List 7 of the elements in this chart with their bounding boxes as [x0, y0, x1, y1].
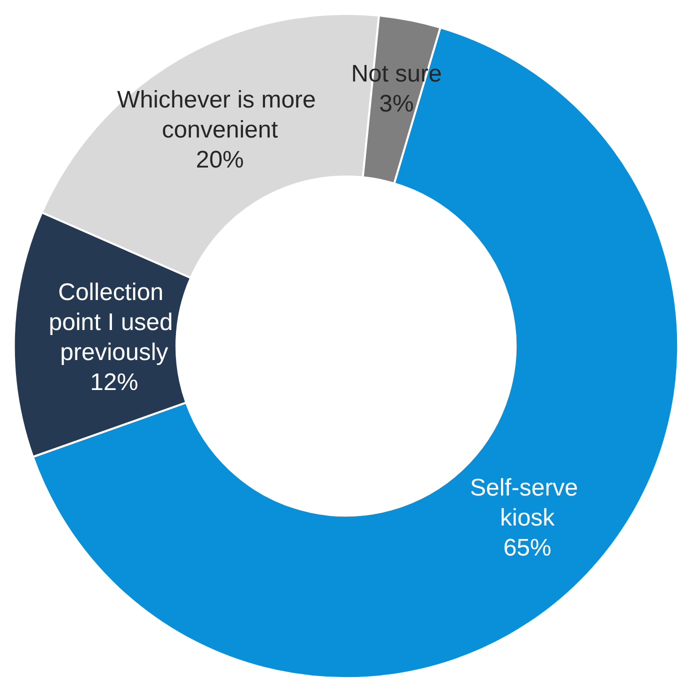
- data-label: 3%: [379, 90, 414, 118]
- slice-label: Whichever is more convenient: [117, 86, 323, 144]
- slice-label: Collection point I used previously: [48, 279, 180, 366]
- data-label: 12%: [90, 369, 138, 396]
- data-label: 20%: [196, 146, 244, 174]
- slice-label: Self-serve kiosk: [470, 474, 585, 532]
- data-label: 65%: [503, 534, 552, 562]
